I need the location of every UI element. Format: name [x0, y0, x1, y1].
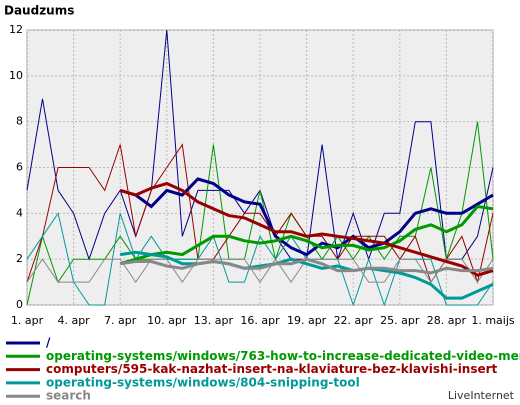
series-line — [26, 258, 494, 283]
x-tick-label: 1. maijs — [471, 314, 515, 327]
x-tick-label: 28. apr — [427, 314, 467, 327]
x-tick-label: 1. apr — [11, 314, 44, 327]
x-tick-label: 22. apr — [334, 314, 374, 327]
trend-line — [119, 250, 494, 300]
legend-label: operating-systems/windows/763-how-to-inc… — [46, 349, 520, 363]
trend-line — [119, 257, 494, 275]
legend-label: / — [46, 336, 51, 350]
y-tick-label: 12 — [9, 23, 23, 36]
y-tick-label: 0 — [16, 298, 23, 311]
trend-line — [119, 204, 494, 266]
x-tick-label: 7. apr — [104, 314, 137, 327]
x-tick-label: 10. apr — [147, 314, 187, 327]
trend-line — [119, 177, 494, 257]
x-tick-label: 16. apr — [240, 314, 280, 327]
y-tick-label: 2 — [16, 252, 23, 265]
footer: LiveInternet — [448, 389, 515, 402]
x-tick-label: 13. apr — [194, 314, 234, 327]
y-tick-label: 8 — [16, 115, 23, 128]
legend-label: operating-systems/windows/804-snipping-t… — [46, 375, 360, 389]
legend-label: computers/595-kak-nazhat-insert-na-klavi… — [46, 362, 498, 376]
x-tick-label: 25. apr — [380, 314, 420, 327]
y-tick-label: 6 — [16, 161, 23, 174]
y-tick-label: 10 — [9, 69, 23, 82]
trend-line — [119, 181, 494, 277]
y-tick-label: 4 — [16, 206, 23, 219]
x-tick-label: 4. apr — [57, 314, 90, 327]
legend-label: search — [46, 389, 91, 403]
series-line — [26, 143, 494, 284]
x-tick-label: 19. apr — [287, 314, 327, 327]
chart-title: Daudzums — [4, 4, 74, 18]
